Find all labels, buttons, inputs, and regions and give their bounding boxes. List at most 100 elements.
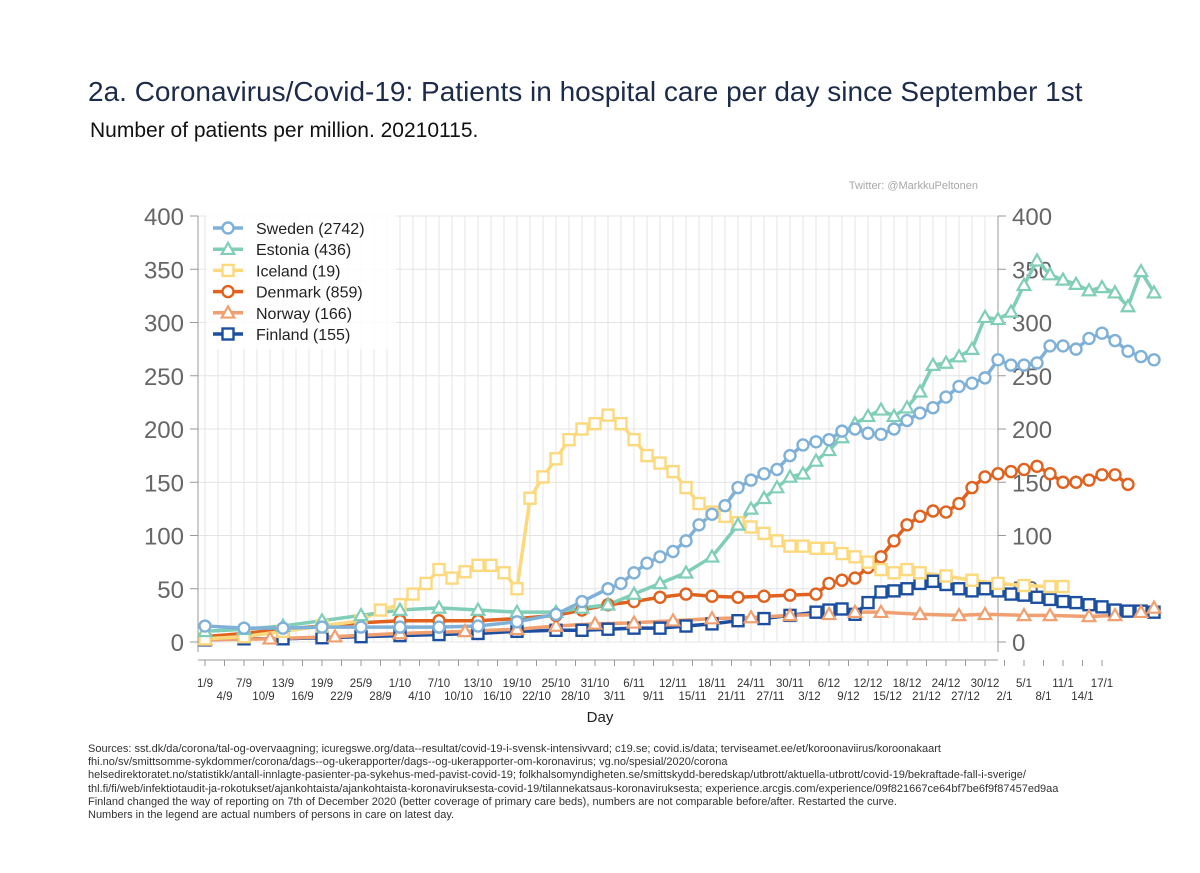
data-point — [510, 615, 524, 629]
data-point — [807, 452, 825, 467]
data-point — [978, 371, 992, 385]
data-point — [874, 585, 888, 599]
sources-line: Numbers in the legend are actual numbers… — [88, 809, 455, 822]
data-point — [575, 623, 589, 637]
x-tick-label: 24/12 — [932, 678, 961, 690]
sources-line: helsedirektoratet.no/statistikk/antall-i… — [88, 769, 1026, 782]
sources-line: thl.fi/fi/web/infektiotaudit-ja-rokotuks… — [88, 782, 1059, 795]
chart-title: 2a. Coronavirus/Covid-19: Patients in ho… — [88, 76, 1083, 107]
legend-label: Finland (155) — [256, 327, 350, 344]
data-point — [768, 479, 786, 494]
data-point — [835, 602, 849, 616]
data-point — [315, 631, 329, 645]
data-point — [469, 601, 487, 616]
y-tick-label-left: 0 — [171, 630, 184, 657]
x-tick-label: 10/10 — [444, 691, 473, 703]
data-point — [315, 620, 329, 634]
data-point — [809, 541, 823, 555]
data-point — [991, 353, 1005, 367]
data-point — [562, 432, 576, 447]
data-point — [835, 424, 849, 438]
data-point — [755, 489, 773, 505]
data-point — [1004, 587, 1018, 601]
data-point — [458, 565, 472, 579]
legend-label: Denmark (859) — [256, 285, 363, 302]
x-tick-label: 13/9 — [272, 678, 294, 690]
data-point — [586, 615, 604, 630]
x-tick-label: 14/1 — [1071, 691, 1093, 703]
data-point — [575, 594, 589, 609]
data-point — [952, 379, 966, 394]
data-point — [950, 606, 968, 622]
data-point — [679, 587, 693, 601]
data-point — [872, 603, 890, 619]
x-tick-label: 30/12 — [971, 678, 1000, 690]
data-point — [625, 614, 643, 629]
x-tick-label: 21/12 — [912, 691, 941, 703]
data-point — [352, 606, 370, 622]
data-point — [950, 348, 968, 363]
data-point — [939, 505, 953, 519]
data-point — [1054, 271, 1072, 286]
data-point — [820, 605, 838, 621]
y-tick-label-right: 200 — [1012, 417, 1052, 444]
legend-label: Norway (166) — [256, 306, 352, 323]
x-tick-label: 15/11 — [679, 691, 707, 703]
x-tick-label: 17/1 — [1091, 678, 1113, 690]
data-point — [1082, 331, 1096, 346]
data-point — [781, 606, 799, 622]
data-point — [861, 426, 875, 440]
x-tick-label: 31/10 — [581, 678, 610, 690]
data-point — [770, 534, 784, 548]
data-point — [1043, 339, 1057, 353]
data-point — [549, 452, 563, 466]
data-point — [926, 574, 940, 588]
credit-label: Twitter: @MarkkuPeltonen — [849, 180, 978, 192]
legend-label: Estonia (436) — [256, 242, 351, 259]
data-point — [781, 468, 799, 483]
data-point — [326, 628, 344, 643]
x-tick-label: 6/11 — [623, 678, 645, 690]
data-point — [718, 498, 732, 513]
data-point — [989, 310, 1007, 326]
data-point — [1030, 459, 1044, 473]
data-point — [757, 467, 771, 481]
sources-line: Sources: sst.dk/da/corona/tal-og-overvaa… — [88, 743, 941, 755]
x-tick-label: 27/12 — [951, 691, 980, 703]
x-tick-label: 2/1 — [997, 691, 1013, 703]
x-tick-label: 28/9 — [369, 691, 391, 703]
data-point — [1017, 358, 1031, 372]
x-tick-label: 12/11 — [659, 678, 687, 690]
data-point — [1108, 468, 1122, 482]
x-tick-label: 1/10 — [389, 678, 411, 690]
data-point — [666, 544, 680, 559]
data-point — [926, 504, 940, 518]
x-tick-label: 8/1 — [1036, 691, 1052, 703]
x-tick-label: 10/9 — [252, 691, 274, 703]
data-point — [809, 587, 823, 601]
data-point — [1145, 599, 1163, 614]
data-point — [1132, 603, 1150, 619]
legend-box — [206, 214, 396, 349]
y-tick-label-right: 400 — [1012, 204, 1052, 231]
data-point — [744, 473, 758, 487]
data-point — [1121, 344, 1135, 358]
data-point — [1095, 468, 1109, 482]
data-point — [1095, 326, 1109, 340]
data-point — [653, 590, 667, 604]
legend-swatch-marker — [221, 327, 235, 341]
data-point — [456, 622, 474, 638]
x-tick-label: 16/10 — [483, 691, 512, 703]
data-point — [1030, 590, 1044, 604]
x-tick-label: 12/12 — [854, 678, 883, 690]
data-point — [1121, 604, 1135, 618]
data-point — [731, 480, 745, 495]
data-point — [900, 518, 914, 532]
y-tick-label-left: 300 — [144, 311, 184, 338]
chart-subtitle: Number of patients per million. 20210115… — [90, 119, 479, 142]
data-point — [1056, 594, 1070, 609]
data-point — [887, 584, 901, 598]
x-tick-label: 25/10 — [542, 678, 571, 690]
data-point — [497, 566, 511, 580]
data-point — [820, 441, 838, 457]
